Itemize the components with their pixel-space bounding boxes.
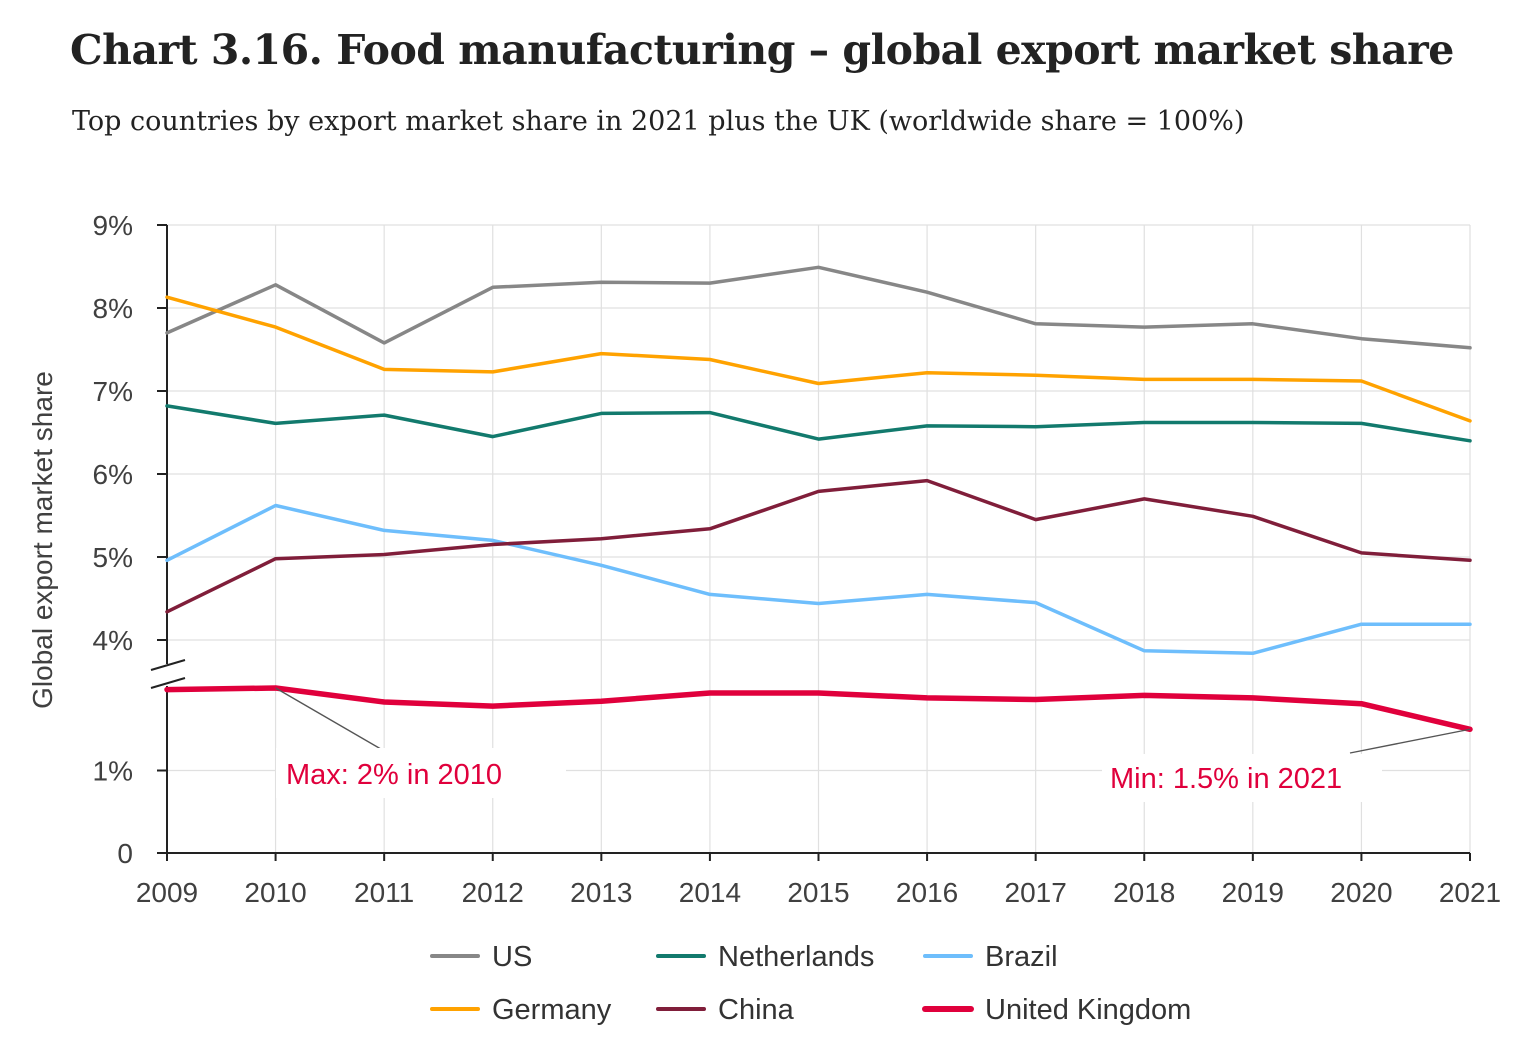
legend-label: China — [718, 994, 795, 1026]
x-tick-label: 2020 — [1330, 877, 1392, 908]
x-tick-label: 2018 — [1113, 877, 1175, 908]
axis-break-mark — [150, 659, 186, 671]
x-tick-label: 2015 — [787, 877, 849, 908]
y-tick-label: 0 — [117, 838, 133, 869]
x-tick-label: 2014 — [679, 877, 741, 908]
y-tick-label: 4% — [93, 625, 133, 656]
x-tick-label: 2009 — [136, 877, 198, 908]
x-tick-label: 2013 — [570, 877, 632, 908]
legend-label: Netherlands — [718, 941, 874, 973]
annotation-leader-line — [1349, 728, 1471, 754]
legend-label: US — [492, 941, 532, 973]
annotation-max-label: Max: 2% in 2010 — [286, 759, 502, 791]
y-tick-label: 5% — [93, 542, 133, 573]
y-axis-label: Global export market share — [27, 371, 58, 709]
x-tick-label: 2021 — [1439, 877, 1501, 908]
series-line-united-kingdom — [164, 685, 1473, 733]
series-line-china — [165, 478, 1472, 614]
y-tick-label: 6% — [93, 459, 133, 490]
series-line-us — [165, 265, 1472, 350]
annotation-background — [1102, 754, 1382, 802]
annotation-background — [276, 748, 566, 798]
series-line-germany — [165, 295, 1472, 423]
y-tick-label: 7% — [93, 376, 133, 407]
series-line-brazil — [165, 503, 1472, 656]
legend-label: Germany — [492, 994, 612, 1026]
y-tick-label: 1% — [93, 756, 133, 787]
axis-break-mark — [150, 677, 186, 689]
x-tick-label: 2019 — [1222, 877, 1284, 908]
x-tick-label: 2017 — [1005, 877, 1067, 908]
x-tick-label: 2010 — [244, 877, 306, 908]
annotation-min-label: Min: 1.5% in 2021 — [1110, 763, 1342, 795]
y-tick-label: 8% — [93, 293, 133, 324]
legend-label: Brazil — [985, 941, 1058, 973]
x-tick-label: 2016 — [896, 877, 958, 908]
annotation-leader-line — [275, 687, 387, 753]
y-tick-label: 9% — [93, 210, 133, 241]
series-line-netherlands — [165, 404, 1472, 443]
chart-title: Chart 3.16. Food manufacturing – global … — [70, 26, 1454, 74]
x-tick-label: 2011 — [354, 877, 414, 908]
chart-subtitle: Top countries by export market share in … — [72, 106, 1245, 137]
legend-label: United Kingdom — [985, 994, 1191, 1026]
x-tick-label: 2012 — [462, 877, 524, 908]
